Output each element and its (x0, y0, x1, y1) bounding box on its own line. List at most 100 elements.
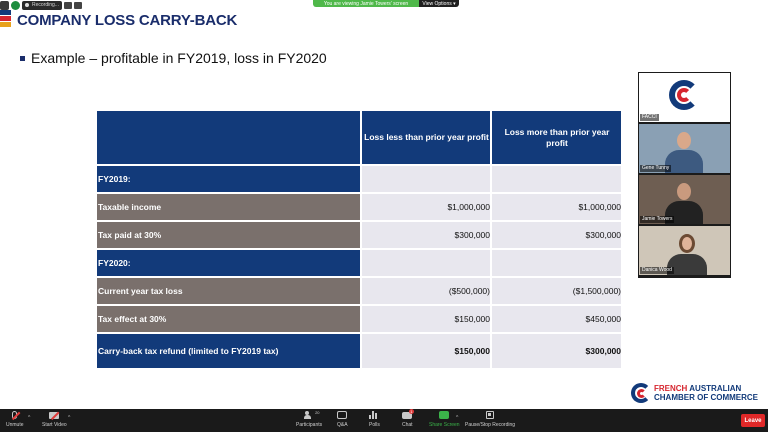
facc-logo: FRENCH AUSTRALIAN CHAMBER OF COMMERCE (631, 383, 758, 403)
table-row: FY2020: (97, 250, 621, 276)
table-row: Tax paid at 30% $300,000 $300,000 (97, 222, 621, 248)
bullet-square-icon (20, 55, 25, 61)
video-options-caret-icon[interactable]: ^ (68, 415, 71, 421)
chat-badge: 1 (409, 409, 414, 414)
pause-stop-recording-button[interactable]: Pause/Stop Recording (465, 411, 515, 428)
table-row: Carry-back tax refund (limited to FY2019… (97, 334, 621, 368)
row-value (492, 250, 621, 276)
view-options-button[interactable]: View Options ▾ (419, 0, 459, 7)
table-row: FY2019: (97, 166, 621, 192)
participant-tile[interactable]: Gene Tunny (639, 124, 730, 173)
zoom-mini-bar: Recording... (0, 0, 82, 10)
participant-tile[interactable]: Jamie Towers (639, 175, 730, 224)
flag-stripes (0, 10, 11, 32)
row-value: $1,000,000 (492, 194, 621, 220)
participant-video-icon (677, 132, 691, 149)
participant-name: Jamie Towers (640, 216, 675, 223)
recording-indicator: Recording... (22, 0, 62, 10)
participant-body-icon (665, 150, 703, 173)
row-value: $300,000 (492, 222, 621, 248)
row-label: FY2019: (97, 166, 360, 192)
facc-mark-icon (631, 383, 651, 403)
bullet-point: Example – profitable in FY2019, loss in … (20, 50, 327, 66)
leave-button[interactable]: Leave (741, 414, 765, 427)
slide-title: COMPANY LOSS CARRY-BACK (17, 12, 238, 29)
facc-logo-inner-icon (677, 88, 691, 102)
record-icon (485, 411, 495, 420)
table-header-row: Loss less than prior year profit Loss mo… (97, 111, 621, 164)
share-banner-text: You are viewing Jamie Towers' screen (313, 0, 419, 7)
participant-tile[interactable]: FACCI (639, 73, 730, 122)
chat-label: Chat (402, 422, 413, 428)
participant-video-icon (679, 234, 695, 253)
share-screen-button[interactable]: Share Screen (429, 411, 460, 428)
table-header-cell: Loss less than prior year profit (362, 111, 490, 164)
polls-label: Polls (369, 422, 380, 428)
chat-icon: 1 (402, 409, 414, 420)
facc-logo-australian: AUSTRALIAN (689, 384, 742, 393)
row-label: Tax paid at 30% (97, 222, 360, 248)
row-value: $300,000 (362, 222, 490, 248)
participant-body-icon (667, 254, 707, 275)
row-label: FY2020: (97, 250, 360, 276)
table-row: Taxable income $1,000,000 $1,000,000 (97, 194, 621, 220)
row-label: Carry-back tax refund (limited to FY2019… (97, 334, 360, 368)
row-label: Tax effect at 30% (97, 306, 360, 332)
share-screen-icon (439, 411, 450, 420)
qa-icon (337, 411, 348, 420)
row-value: $1,000,000 (362, 194, 490, 220)
row-label: Taxable income (97, 194, 360, 220)
participants-button[interactable]: 20 Participants (296, 410, 323, 428)
qa-label: Q&A (337, 422, 348, 428)
pause-recording-button[interactable] (63, 1, 72, 9)
participant-video-icon (677, 183, 691, 200)
facc-logo-line2: CHAMBER OF COMMERCE (654, 393, 758, 402)
row-label: Current year tax loss (97, 278, 360, 304)
share-options-caret-icon[interactable]: ^ (456, 415, 459, 421)
facc-ring-icon (631, 383, 651, 403)
stop-recording-button[interactable] (73, 1, 82, 9)
facc-inner-ring-icon (637, 389, 646, 398)
participant-name: Danica Wood (640, 267, 674, 274)
chat-button[interactable]: 1 Chat (402, 409, 414, 428)
participant-tile[interactable]: Danica Wood (639, 226, 730, 275)
shield-icon[interactable] (11, 0, 20, 10)
pause-stop-recording-label: Pause/Stop Recording (465, 422, 516, 428)
table-header-cell (97, 111, 360, 164)
camera-off-icon (49, 411, 60, 420)
participant-body-icon (665, 201, 703, 224)
participants-icon: 20 (304, 410, 320, 420)
microphone-muted-icon (10, 411, 20, 420)
meeting-toolbar: Unmute ^ Start Video ^ 20 Participants Q… (0, 409, 768, 432)
screen-share-banner: You are viewing Jamie Towers' screen Vie… (313, 0, 459, 7)
row-value (362, 250, 490, 276)
zoom-app-icon[interactable] (0, 0, 9, 10)
row-value: $450,000 (492, 306, 621, 332)
unmute-label: Unmute (6, 422, 24, 428)
participant-name: FACCI (640, 114, 659, 121)
polls-button[interactable]: Polls (369, 411, 380, 428)
row-value: $150,000 (362, 334, 490, 368)
unmute-button[interactable]: Unmute (6, 411, 24, 428)
audio-options-caret-icon[interactable]: ^ (28, 415, 31, 421)
participant-video-panel: FACCI Gene Tunny Jamie Towers Danica Woo… (638, 72, 731, 278)
row-value (362, 166, 490, 192)
recording-label: Recording... (32, 2, 59, 8)
table-row: Current year tax loss ($500,000) ($1,500… (97, 278, 621, 304)
table-header-cell: Loss more than prior year profit (492, 111, 621, 164)
facc-logo-text: FRENCH AUSTRALIAN CHAMBER OF COMMERCE (654, 384, 758, 402)
table-row: Tax effect at 30% $150,000 $450,000 (97, 306, 621, 332)
recording-dot-icon (25, 3, 29, 7)
facc-logo-french: FRENCH (654, 384, 690, 393)
participants-count: 20 (315, 410, 320, 415)
facc-logo-line1: FRENCH AUSTRALIAN (654, 384, 758, 393)
facc-logo-icon (669, 80, 699, 110)
row-value: ($1,500,000) (492, 278, 621, 304)
start-video-button[interactable]: Start Video (42, 411, 67, 428)
share-screen-label: Share Screen (429, 422, 460, 428)
shared-slide: Recording... You are viewing Jamie Tower… (0, 0, 758, 403)
row-value: ($500,000) (362, 278, 490, 304)
row-value (492, 166, 621, 192)
participants-label: Participants (296, 422, 323, 428)
qa-button[interactable]: Q&A (337, 411, 348, 428)
